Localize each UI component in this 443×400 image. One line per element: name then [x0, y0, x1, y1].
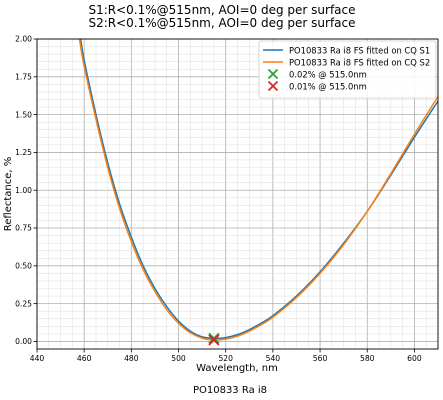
marker-x-2: [208, 334, 220, 346]
marker-x-1: [208, 332, 220, 345]
x-tick-label: 460: [77, 354, 92, 363]
x-tick-label: 580: [360, 354, 375, 363]
legend-x-1: [267, 68, 279, 80]
x-tick-label: 600: [407, 354, 422, 363]
legend-label-marker-1: 0.02% @ 515.0nm: [289, 70, 367, 80]
legend-x-2-stroke-b: [267, 80, 279, 92]
legend-x-1-stroke-b: [267, 68, 279, 80]
y-tick-label: 0.75: [15, 224, 32, 233]
plot-frame: [36, 38, 439, 350]
legend-label-s2: PO10833 Ra i8 FS fitted on CQ S2: [289, 58, 430, 68]
y-tick-label: 1.75: [15, 73, 32, 82]
x-tick-label: 540: [266, 354, 281, 363]
marker-x-2-stroke-b: [208, 334, 220, 346]
legend: PO10833 Ra i8 FS fitted on CQ S1 PO10833…: [258, 40, 437, 99]
y-tick-label: 1.00: [15, 186, 32, 195]
y-axis-label: Reflectance, %: [3, 157, 14, 232]
y-tick-label: 0.50: [15, 262, 32, 271]
x-tick-label: 480: [124, 354, 139, 363]
x-tick-label: 500: [171, 354, 186, 363]
y-tick-label: 0.00: [15, 337, 32, 346]
x-axis-label: Wavelength, nm: [196, 363, 278, 374]
chart-title-line-2: S2:R<0.1%@515nm, AOI=0 deg per surface: [88, 16, 355, 30]
y-tick-label: 0.25: [15, 299, 32, 308]
legend-label-s1: PO10833 Ra i8 FS fitted on CQ S1: [289, 46, 430, 56]
legend-label-marker-2: 0.01% @ 515.0nm: [289, 82, 367, 92]
legend-marker-red-x-icon: [267, 80, 279, 92]
footer-caption: PO10833 Ra i8: [193, 385, 267, 396]
legend-box: [258, 40, 437, 99]
x-tick-label: 440: [30, 354, 45, 363]
x-tick-label: 520: [218, 354, 233, 363]
y-tick-label: 1.50: [15, 110, 32, 119]
x-tick-label: 560: [313, 354, 328, 363]
y-tick-label: 1.25: [15, 148, 32, 157]
data-markers: [208, 332, 220, 346]
legend-marker-green-x-icon: [267, 68, 279, 80]
y-tick-label: 2.00: [15, 35, 32, 44]
chart-title-line-1: S1:R<0.1%@515nm, AOI=0 deg per surface: [88, 3, 355, 17]
x-axis-ticks: 440 460 480 500 520 540 560 580 600: [30, 349, 422, 363]
legend-x-2: [267, 80, 279, 92]
marker-x-1-stroke-b: [208, 332, 220, 345]
y-axis-ticks: 0.00 0.25 0.50 0.75 1.00 1.25 1.50 1.75 2.00: [15, 35, 37, 346]
